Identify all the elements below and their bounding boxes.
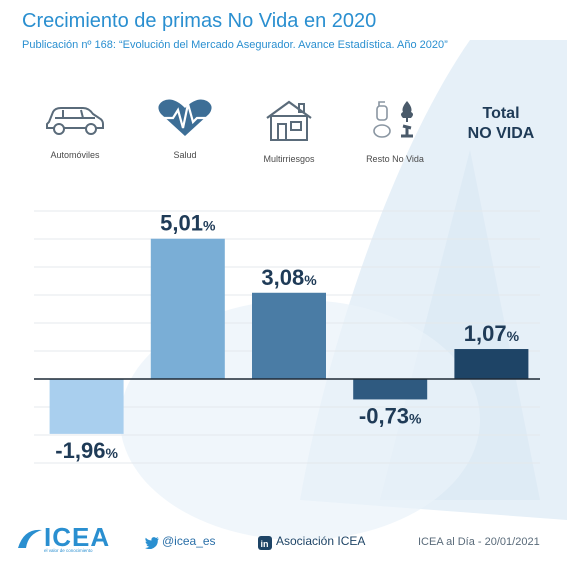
total-label: Total NO VIDA <box>445 104 557 144</box>
data-label-2: 3,08% <box>261 265 317 290</box>
bar-0 <box>49 379 124 434</box>
category-label: Automóviles <box>50 150 100 160</box>
footer-credit: ICEA al Día - 20/01/2021 <box>418 536 540 548</box>
chart-title: Crecimiento de primas No Vida en 2020 <box>22 10 377 32</box>
twitter-handle[interactable]: @icea_es <box>162 534 216 548</box>
total-label-line1: Total <box>482 105 520 122</box>
heart-pulse-icon <box>157 99 213 136</box>
data-label-3: -0,73% <box>359 403 422 428</box>
misc-insurance-icon <box>373 101 413 138</box>
category-label: Resto No Vida <box>366 154 424 164</box>
data-label-0: -1,96% <box>55 438 118 463</box>
data-label-4: 1,07% <box>464 321 520 346</box>
total-label-line2: NO VIDA <box>467 125 535 142</box>
category-salud: Salud <box>130 98 240 160</box>
linkedin-icon: in <box>258 536 272 550</box>
category-automoviles: Automóviles <box>20 98 130 160</box>
data-label-1: 5,01% <box>160 211 216 236</box>
car-icon <box>46 107 104 135</box>
bar-3 <box>353 379 428 400</box>
svg-text:in: in <box>261 539 269 549</box>
house-icon <box>266 100 312 141</box>
linkedin-handle[interactable]: Asociación ICEA <box>276 534 366 548</box>
category-multirriesgos: Multirriesgos <box>234 98 344 164</box>
icea-logo-icon <box>18 529 42 548</box>
twitter-icon <box>145 537 159 549</box>
bar-4 <box>454 349 529 379</box>
bar-1 <box>150 238 225 379</box>
icea-logo-tagline: el valor de conocimiento <box>44 548 93 553</box>
category-resto-no-vida: Resto No Vida <box>340 98 450 164</box>
category-label: Multirriesgos <box>263 154 315 164</box>
category-label: Salud <box>173 150 197 160</box>
icea-logo-text: ICEA <box>44 522 111 552</box>
chart-subtitle: Publicación nº 168: “Evolución del Merca… <box>22 39 448 51</box>
bar-2 <box>252 292 326 379</box>
